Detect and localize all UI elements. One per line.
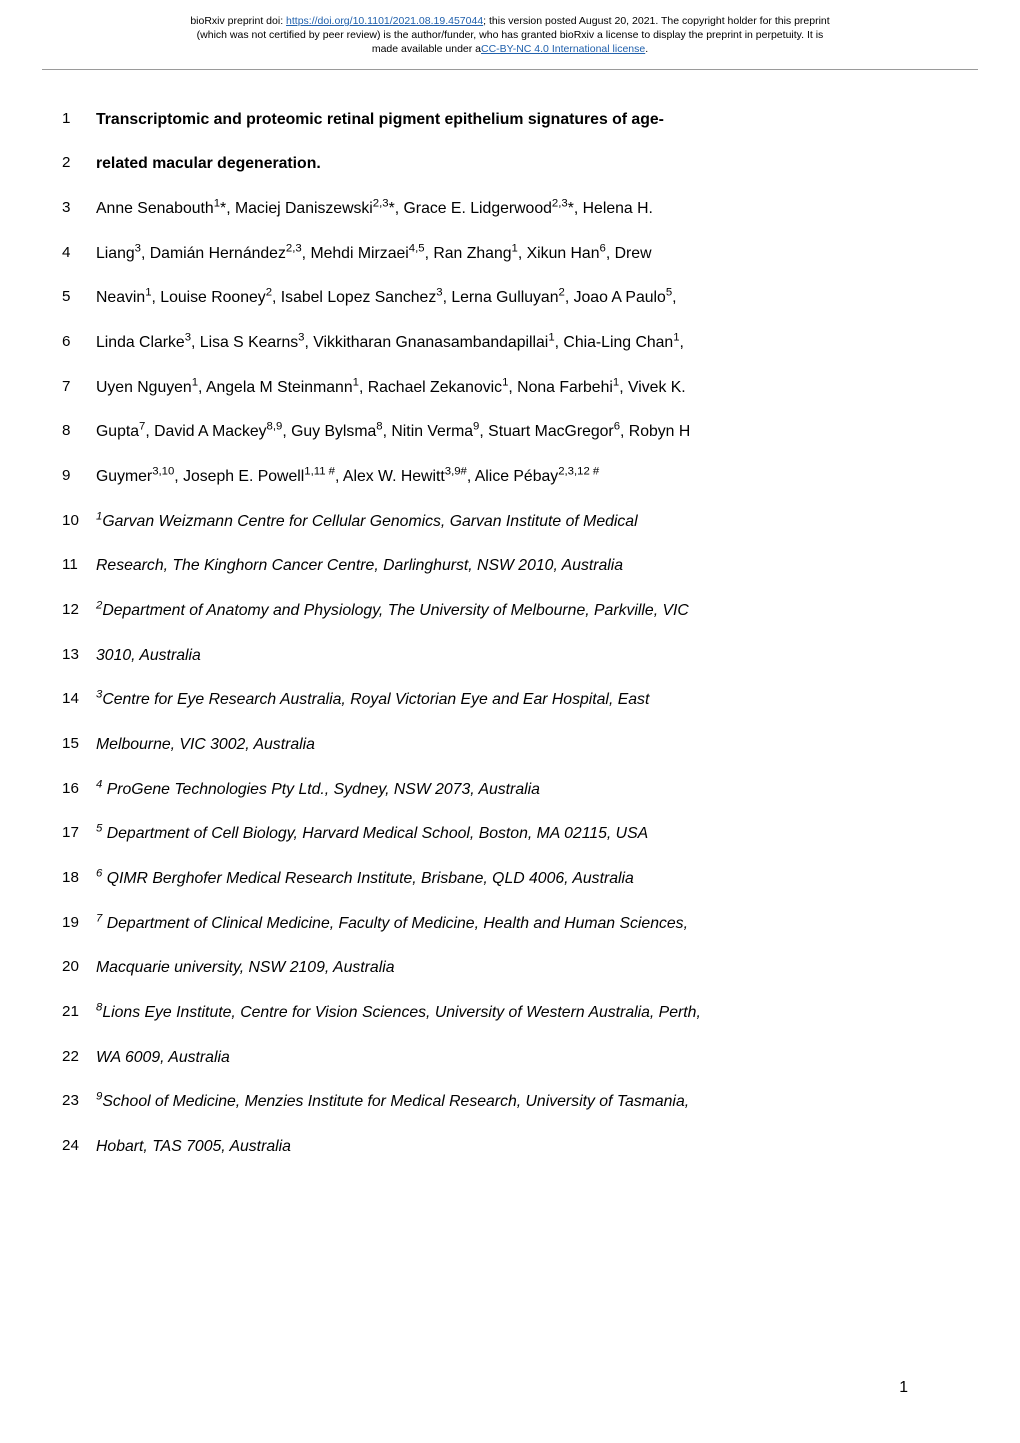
- line-text: Guymer3,10, Joseph E. Powell1,11 #, Alex…: [96, 465, 912, 489]
- manuscript-body: 1Transcriptomic and proteomic retinal pi…: [0, 70, 1020, 1210]
- line-text: Hobart, TAS 7005, Australia: [96, 1135, 912, 1159]
- line-text: 4 ProGene Technologies Pty Ltd., Sydney,…: [96, 778, 912, 802]
- line-number: 8: [62, 420, 96, 439]
- manuscript-line: 5Neavin1, Louise Rooney2, Isabel Lopez S…: [62, 286, 912, 310]
- line-text: 2Department of Anatomy and Physiology, T…: [96, 599, 912, 623]
- manuscript-line: 218Lions Eye Institute, Centre for Visio…: [62, 1001, 912, 1025]
- line-text: related macular degeneration.: [96, 152, 912, 176]
- header-line1-post: ; this version posted August 20, 2021. T…: [483, 15, 830, 27]
- manuscript-line: 6Linda Clarke3, Lisa S Kearns3, Vikkitha…: [62, 331, 912, 355]
- line-text: Neavin1, Louise Rooney2, Isabel Lopez Sa…: [96, 286, 912, 310]
- line-text: Macquarie university, NSW 2109, Australi…: [96, 956, 912, 980]
- manuscript-line: 8Gupta7, David A Mackey8,9, Guy Bylsma8,…: [62, 420, 912, 444]
- doi-link[interactable]: https://doi.org/10.1101/2021.08.19.45704…: [286, 15, 483, 27]
- line-text: Anne Senabouth1*, Maciej Daniszewski2,3*…: [96, 197, 912, 221]
- manuscript-line: 24Hobart, TAS 7005, Australia: [62, 1135, 912, 1159]
- line-number: 22: [62, 1046, 96, 1065]
- line-text: 6 QIMR Berghofer Medical Research Instit…: [96, 867, 912, 891]
- line-number: 14: [62, 688, 96, 707]
- line-number: 9: [62, 465, 96, 484]
- line-number: 17: [62, 822, 96, 841]
- line-number: 23: [62, 1090, 96, 1109]
- manuscript-line: 2related macular degeneration.: [62, 152, 912, 176]
- manuscript-line: 15Melbourne, VIC 3002, Australia: [62, 733, 912, 757]
- manuscript-line: 122Department of Anatomy and Physiology,…: [62, 599, 912, 623]
- line-number: 18: [62, 867, 96, 886]
- preprint-header: bioRxiv preprint doi: https://doi.org/10…: [0, 0, 1020, 65]
- line-number: 1: [62, 108, 96, 127]
- header-line1-pre: bioRxiv preprint doi:: [190, 15, 286, 27]
- line-number: 2: [62, 152, 96, 171]
- line-text: Transcriptomic and proteomic retinal pig…: [96, 108, 912, 132]
- manuscript-line: 101Garvan Weizmann Centre for Cellular G…: [62, 510, 912, 534]
- manuscript-line: 11Research, The Kinghorn Cancer Centre, …: [62, 554, 912, 578]
- line-number: 13: [62, 644, 96, 663]
- line-number: 4: [62, 242, 96, 261]
- manuscript-line: 197 Department of Clinical Medicine, Fac…: [62, 912, 912, 936]
- line-text: Linda Clarke3, Lisa S Kearns3, Vikkithar…: [96, 331, 912, 355]
- line-text: 1Garvan Weizmann Centre for Cellular Gen…: [96, 510, 912, 534]
- line-number: 11: [62, 554, 96, 573]
- manuscript-line: 186 QIMR Berghofer Medical Research Inst…: [62, 867, 912, 891]
- line-text: 7 Department of Clinical Medicine, Facul…: [96, 912, 912, 936]
- line-text: Research, The Kinghorn Cancer Centre, Da…: [96, 554, 912, 578]
- line-text: Liang3, Damián Hernández2,3, Mehdi Mirza…: [96, 242, 912, 266]
- line-number: 15: [62, 733, 96, 752]
- page-number: 1: [899, 1379, 908, 1397]
- manuscript-line: 164 ProGene Technologies Pty Ltd., Sydne…: [62, 778, 912, 802]
- cc-license-link[interactable]: CC-BY-NC 4.0 International license: [481, 43, 645, 55]
- manuscript-line: 1Transcriptomic and proteomic retinal pi…: [62, 108, 912, 132]
- header-line3-post: .: [645, 43, 648, 55]
- line-text: Gupta7, David A Mackey8,9, Guy Bylsma8, …: [96, 420, 912, 444]
- line-number: 7: [62, 376, 96, 395]
- line-number: 21: [62, 1001, 96, 1020]
- line-number: 3: [62, 197, 96, 216]
- line-text: WA 6009, Australia: [96, 1046, 912, 1070]
- line-text: 3010, Australia: [96, 644, 912, 668]
- manuscript-line: 22WA 6009, Australia: [62, 1046, 912, 1070]
- line-number: 20: [62, 956, 96, 975]
- line-text: 5 Department of Cell Biology, Harvard Me…: [96, 822, 912, 846]
- line-number: 19: [62, 912, 96, 931]
- line-number: 5: [62, 286, 96, 305]
- manuscript-line: 9Guymer3,10, Joseph E. Powell1,11 #, Ale…: [62, 465, 912, 489]
- line-number: 12: [62, 599, 96, 618]
- line-number: 6: [62, 331, 96, 350]
- header-line2: (which was not certified by peer review)…: [197, 29, 824, 41]
- manuscript-line: 20Macquarie university, NSW 2109, Austra…: [62, 956, 912, 980]
- manuscript-line: 3Anne Senabouth1*, Maciej Daniszewski2,3…: [62, 197, 912, 221]
- manuscript-line: 133010, Australia: [62, 644, 912, 668]
- manuscript-line: 239School of Medicine, Menzies Institute…: [62, 1090, 912, 1114]
- header-line3-pre: made available under a: [372, 43, 481, 55]
- line-number: 16: [62, 778, 96, 797]
- line-text: 8Lions Eye Institute, Centre for Vision …: [96, 1001, 912, 1025]
- line-number: 24: [62, 1135, 96, 1154]
- manuscript-line: 143Centre for Eye Research Australia, Ro…: [62, 688, 912, 712]
- line-text: Uyen Nguyen1, Angela M Steinmann1, Racha…: [96, 376, 912, 400]
- manuscript-line: 175 Department of Cell Biology, Harvard …: [62, 822, 912, 846]
- line-text: Melbourne, VIC 3002, Australia: [96, 733, 912, 757]
- line-number: 10: [62, 510, 96, 529]
- line-text: 9School of Medicine, Menzies Institute f…: [96, 1090, 912, 1114]
- manuscript-line: 7Uyen Nguyen1, Angela M Steinmann1, Rach…: [62, 376, 912, 400]
- manuscript-line: 4Liang3, Damián Hernández2,3, Mehdi Mirz…: [62, 242, 912, 266]
- line-text: 3Centre for Eye Research Australia, Roya…: [96, 688, 912, 712]
